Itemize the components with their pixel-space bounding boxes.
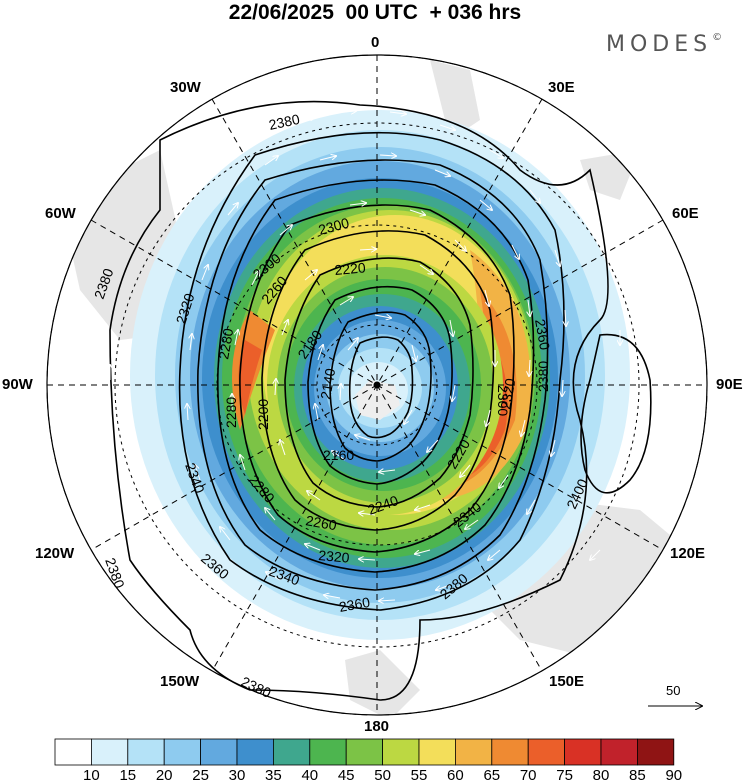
colorbar-swatch [309, 738, 347, 766]
colorbar-tick-label: 25 [192, 767, 209, 782]
colorbar-swatch [127, 738, 165, 766]
contour-label: 2280 [215, 327, 236, 361]
colorbar-swatch [637, 738, 675, 766]
colorbar-tick-label: 50 [374, 767, 391, 782]
contour-label: 2260 [304, 512, 338, 533]
reference-vector-label: 50 [666, 683, 681, 698]
colorbar-tick-label: 55 [411, 767, 428, 782]
contour-label: 2380 [535, 361, 551, 392]
colorbar-swatch [454, 738, 493, 766]
colorbar-tick-label: 85 [629, 767, 646, 782]
colorbar-tick-label: 15 [119, 767, 136, 782]
colorbar-swatch [272, 738, 311, 766]
colorbar-tick-label: 20 [156, 767, 173, 782]
colorbar-swatch [163, 738, 201, 766]
lon-label-60e: 60E [672, 205, 699, 222]
colorbar-tick-label: 60 [447, 767, 464, 782]
lon-label-180: 180 [364, 718, 390, 735]
map-boundary [46, 54, 708, 716]
colorbar-swatch [527, 738, 566, 766]
lon-label-150e: 150E [549, 673, 585, 690]
lon-label-120e: 120E [670, 545, 706, 562]
colorbar-swatch [54, 738, 92, 766]
south-pole-marker [373, 381, 381, 389]
contour-label: 2380 [267, 111, 301, 133]
colorbar-tick-label: 45 [338, 767, 355, 782]
copyright-mark: © [712, 32, 723, 43]
colorbar-tick-label: 70 [520, 767, 537, 782]
lon-label-0: 0 [371, 34, 380, 51]
contour-label: 2140 [317, 367, 338, 401]
modes-logo: MODES© [606, 32, 722, 57]
colorbar-swatch [600, 738, 638, 766]
contour-label: 2360 [532, 318, 553, 352]
colorbar-tick-label: 35 [265, 767, 282, 782]
lon-label-90e: 90E [716, 376, 743, 393]
colorbar-tick-label: 75 [556, 767, 573, 782]
contour-label: 2300 [495, 385, 511, 416]
map-title: 22/06/2025 00 UTC + 036 hrs [228, 1, 522, 24]
lon-label-150w: 150W [160, 673, 200, 690]
wind-speed-shading [47, 55, 707, 715]
colorbar-swatch [91, 738, 129, 766]
lon-label-120w: 120W [35, 545, 75, 562]
contour-label: 2360 [338, 594, 372, 615]
contour-label: 2300 [317, 214, 351, 238]
contour-label: 2320 [318, 547, 351, 566]
wind-vectors [110, 111, 640, 601]
colorbar-tick-label: 10 [83, 767, 100, 782]
colorbar-tick-label: 30 [229, 767, 246, 782]
contour-label: 2220 [334, 259, 367, 278]
colorbar-tick-label: 80 [593, 767, 610, 782]
colorbar-swatch [236, 738, 274, 766]
colorbar-swatch [200, 738, 238, 766]
lon-label-90w: 90W [2, 376, 33, 393]
colorbar-swatch [345, 738, 384, 766]
lon-label-30e: 30E [548, 79, 575, 96]
colorbar-swatch [564, 738, 602, 766]
colorbar-tick-label: 90 [665, 767, 682, 782]
contour-label: 2320 [497, 377, 518, 411]
new-zealand-landmass [345, 650, 420, 715]
colorbar-tick-label: 65 [483, 767, 500, 782]
colorbar-swatch [382, 738, 420, 766]
lon-label-30w: 30W [170, 79, 201, 96]
contour-label: 2160 [323, 447, 354, 463]
colorbar-tick-label: 40 [301, 767, 318, 782]
colorbar-swatch [491, 738, 529, 766]
brand-text: MODES [606, 32, 713, 57]
colorbar-swatch [418, 738, 456, 766]
height-contours [109, 100, 652, 701]
contour-label: 2200 [255, 399, 271, 430]
africa-landmass [430, 60, 480, 140]
lon-label-60w: 60W [45, 205, 76, 222]
contour-label: 2280 [223, 397, 239, 428]
colorbar: 10 15 20 25 30 35 40 45 50 55 60 65 70 75 80 85 90 [54, 738, 682, 782]
